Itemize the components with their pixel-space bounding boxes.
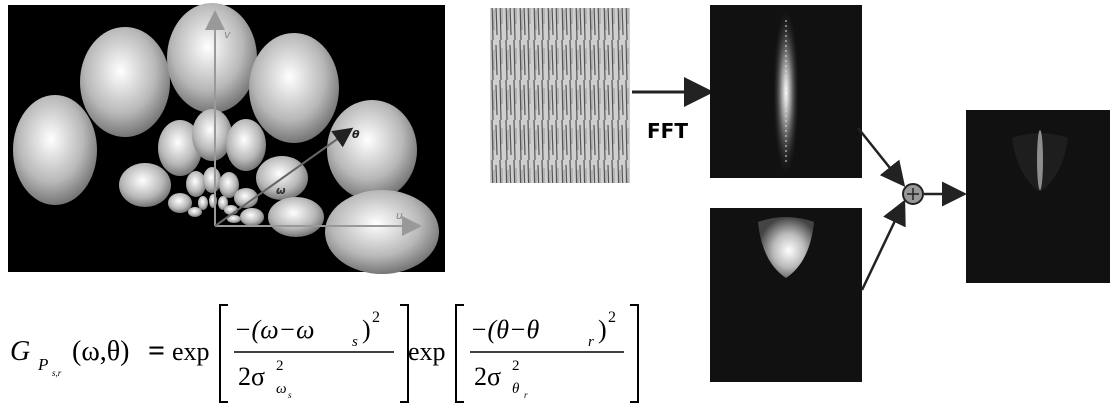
formula-text: 2 [276, 358, 284, 374]
arrow [860, 199, 906, 291]
texture-image [490, 8, 630, 183]
formula-text: G [10, 336, 30, 367]
v-label: v [224, 28, 231, 41]
formula-text: s [352, 334, 358, 350]
bracket [630, 304, 639, 403]
formula-text: (ω,θ) [72, 336, 130, 367]
formula-text: θ [512, 381, 520, 397]
formula-text: 2 [372, 309, 380, 326]
multiply-node [902, 183, 924, 205]
fft-label: FFT [647, 119, 688, 143]
formula-text: −(θ−θ [470, 315, 540, 344]
bracket [400, 304, 409, 403]
formula-text: 2σ [238, 362, 265, 391]
formula-text: P [37, 355, 48, 374]
formula-text: s,r [52, 368, 62, 378]
fft-spectrum [710, 5, 862, 178]
formula-text: ) [362, 315, 371, 344]
formula-text: = [148, 334, 165, 367]
filter-bank: v u θ ω [8, 3, 445, 274]
formula-text: ) [598, 315, 607, 344]
formula-text: exp [172, 337, 210, 366]
formula-text: s [288, 390, 292, 400]
output-spectrum [966, 110, 1110, 283]
omega-label: ω [276, 184, 286, 197]
formula-text: 2σ [474, 362, 501, 391]
theta-label: θ [352, 128, 360, 141]
formula-text: 2 [608, 309, 616, 326]
formula-text: exp [408, 337, 446, 366]
formula-text: −(ω−ω [234, 315, 314, 344]
bracket [219, 304, 228, 403]
u-label: u [396, 209, 403, 222]
formula-text: r [524, 390, 528, 400]
formula-text: r [588, 334, 594, 350]
bracket [455, 304, 464, 403]
formula-text: ω [276, 381, 287, 397]
filter-mask [710, 208, 862, 382]
arrow [857, 127, 906, 187]
formula-text: 2 [512, 358, 520, 374]
